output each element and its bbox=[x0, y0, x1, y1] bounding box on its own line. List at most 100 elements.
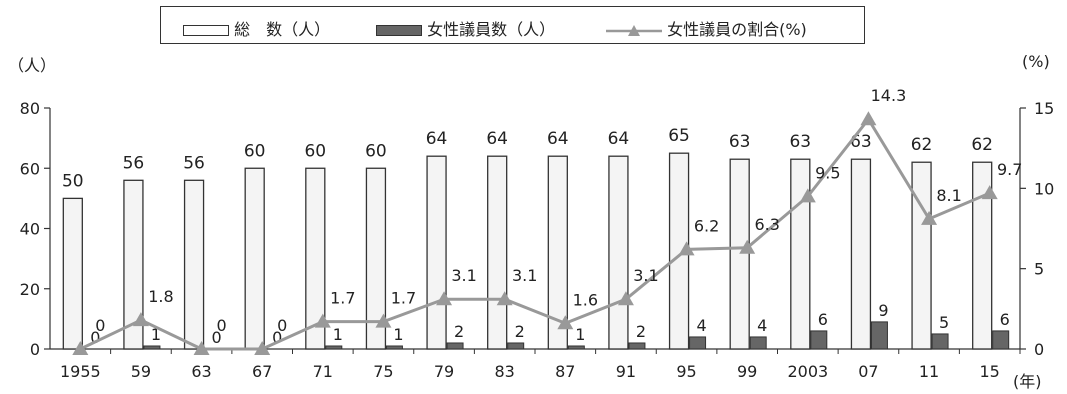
x-tick-label: 83 bbox=[495, 362, 515, 381]
bar-women-label: 1 bbox=[575, 325, 585, 344]
bar-women-label: 1 bbox=[393, 325, 403, 344]
ratio-point bbox=[72, 341, 89, 355]
ratio-label: 1.8 bbox=[148, 287, 173, 306]
legend-swatch-total bbox=[183, 25, 229, 36]
bar-total bbox=[850, 158, 872, 350]
bar-total bbox=[487, 155, 508, 350]
x-tick-label: 63 bbox=[191, 362, 211, 381]
ratio-label: 9.5 bbox=[815, 163, 840, 182]
x-tick-label: 79 bbox=[434, 362, 454, 381]
ratio-point bbox=[557, 315, 574, 330]
bar-women bbox=[689, 336, 707, 350]
y-tick-label-right: 15 bbox=[1034, 99, 1054, 118]
bar-women-label: 1 bbox=[151, 325, 161, 344]
ratio-label: 1.7 bbox=[391, 289, 416, 308]
ratio-label: 1.6 bbox=[573, 290, 598, 309]
legend-label-women: 女性議員数（人） bbox=[427, 20, 556, 39]
bar-women bbox=[870, 321, 888, 350]
ratio-point bbox=[617, 291, 634, 306]
ratio-point bbox=[496, 291, 513, 306]
bar-total-label: 63 bbox=[850, 132, 872, 152]
bar-women bbox=[446, 342, 464, 350]
ratio-point bbox=[193, 341, 210, 355]
ratio-label: 3.1 bbox=[633, 266, 658, 285]
bar-women-label: 2 bbox=[515, 322, 525, 341]
ratio-label: 6.3 bbox=[754, 215, 779, 234]
y-tick-label-left: 60 bbox=[20, 159, 40, 178]
left-axis-unit: （人） bbox=[8, 56, 57, 75]
legend-item-ratio: 女性議員の割合(%) bbox=[606, 16, 807, 40]
bar-total bbox=[547, 155, 568, 350]
y-tick-label-left: 40 bbox=[20, 220, 40, 239]
ratio-point bbox=[921, 210, 938, 225]
ratio-label: 0 bbox=[95, 316, 105, 335]
x-tick-label: 87 bbox=[555, 362, 575, 381]
legend: 総 数（人） 女性議員数（人） 女性議員の割合(%) bbox=[160, 6, 865, 44]
bar-total-label: 50 bbox=[62, 171, 84, 191]
bar-total-label: 62 bbox=[971, 135, 993, 155]
ratio-label: 9.7 bbox=[997, 160, 1022, 179]
bar-women bbox=[931, 333, 949, 350]
bar-total bbox=[244, 167, 265, 350]
bar-total-label: 56 bbox=[183, 153, 205, 173]
ratio-label: 14.3 bbox=[871, 86, 907, 105]
bar-total bbox=[305, 167, 326, 350]
bar-total bbox=[608, 155, 629, 350]
ratio-label: 3.1 bbox=[512, 266, 537, 285]
bar-total-label: 64 bbox=[547, 129, 569, 149]
bar-total-label: 62 bbox=[911, 135, 933, 155]
bar-total-label: 64 bbox=[486, 129, 508, 149]
y-tick-label-left: 20 bbox=[20, 280, 40, 299]
bar-women-label: 0 bbox=[211, 328, 221, 347]
bar-women-label: 2 bbox=[454, 322, 464, 341]
bar-total-label: 56 bbox=[123, 153, 145, 173]
x-tick-label: 11 bbox=[919, 362, 939, 381]
ratio-point bbox=[254, 341, 271, 355]
y-tick-label-right: 0 bbox=[1034, 340, 1044, 359]
right-axis-unit: (%) bbox=[1022, 52, 1050, 71]
ratio-label: 1.7 bbox=[330, 289, 355, 308]
bar-total-label: 65 bbox=[668, 126, 690, 146]
x-tick-label: 71 bbox=[313, 362, 333, 381]
x-tick-label: 1955 bbox=[60, 362, 101, 381]
x-tick-label: 95 bbox=[676, 362, 696, 381]
bar-total-label: 63 bbox=[789, 132, 811, 152]
bar-women-label: 6 bbox=[1000, 310, 1010, 329]
bar-total bbox=[790, 158, 811, 350]
ratio-point bbox=[860, 111, 877, 126]
y-tick-label-left: 80 bbox=[20, 99, 40, 118]
bar-women bbox=[628, 342, 646, 350]
ratio-point bbox=[981, 185, 998, 200]
ratio-point bbox=[314, 313, 331, 328]
legend-item-women: 女性議員数（人） bbox=[376, 16, 555, 40]
ratio-label: 8.1 bbox=[936, 186, 961, 205]
x-tick-label: 67 bbox=[252, 362, 272, 381]
bar-women-label: 2 bbox=[636, 322, 646, 341]
bar-women bbox=[143, 345, 161, 350]
bar-women-label: 1 bbox=[333, 325, 343, 344]
bar-women bbox=[325, 345, 343, 350]
bar-total-label: 60 bbox=[365, 141, 387, 161]
bar-women-label: 4 bbox=[757, 316, 767, 335]
ratio-label: 3.1 bbox=[451, 266, 476, 285]
x-tick-label: 59 bbox=[131, 362, 151, 381]
x-tick-label: 2003 bbox=[787, 362, 828, 381]
legend-swatch-ratio bbox=[606, 24, 662, 38]
x-tick-label: 75 bbox=[373, 362, 393, 381]
bar-total bbox=[183, 179, 205, 350]
y-tick-label-right: 5 bbox=[1034, 260, 1044, 279]
bar-total bbox=[62, 197, 83, 350]
bar-total-label: 64 bbox=[426, 129, 448, 149]
bar-total-label: 60 bbox=[244, 141, 266, 161]
bar-women bbox=[507, 342, 525, 350]
ratio-label: 6.2 bbox=[694, 216, 719, 235]
bar-women bbox=[385, 345, 403, 350]
x-tick-label: 99 bbox=[737, 362, 757, 381]
bar-total bbox=[972, 161, 993, 350]
bar-total-label: 63 bbox=[729, 132, 751, 152]
ratio-point bbox=[678, 241, 695, 256]
bar-total-label: 60 bbox=[304, 141, 326, 161]
bar-women-label: 5 bbox=[939, 313, 949, 332]
ratio-label: 0 bbox=[216, 316, 226, 335]
